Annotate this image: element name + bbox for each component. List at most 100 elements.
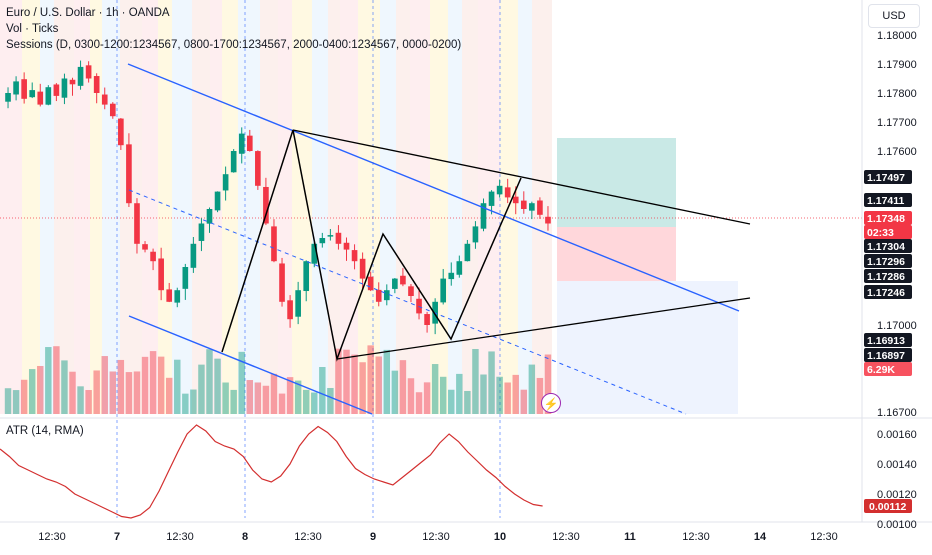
projection-zone bbox=[557, 281, 738, 414]
volume-bar bbox=[149, 351, 157, 414]
zigzag-pattern bbox=[221, 129, 522, 362]
candle-body bbox=[134, 203, 140, 244]
price-tag bbox=[864, 225, 912, 239]
volume-bar bbox=[536, 377, 544, 414]
candle-body bbox=[327, 235, 334, 237]
candle-body bbox=[400, 275, 406, 285]
candle-body bbox=[13, 81, 19, 95]
price-tag bbox=[864, 362, 912, 376]
candle-body bbox=[319, 238, 326, 244]
volume-bar bbox=[77, 386, 84, 414]
volume-legend[interactable]: Vol · Ticks bbox=[6, 23, 59, 35]
lightning-icon[interactable]: ⚡ bbox=[541, 393, 561, 413]
session-band bbox=[142, 0, 158, 414]
price-tag-label: 1.17286 bbox=[867, 271, 905, 283]
volume-bar bbox=[431, 364, 439, 414]
candle-body bbox=[303, 261, 310, 292]
candle-body bbox=[118, 118, 124, 146]
atr-legend[interactable]: ATR (14, RMA) bbox=[6, 425, 84, 437]
session-band bbox=[292, 0, 312, 414]
candle-body bbox=[37, 91, 44, 105]
candle-body bbox=[206, 209, 213, 224]
volume-bar bbox=[351, 354, 358, 414]
candle-body bbox=[222, 174, 229, 191]
price-tick-label: 1.17700 bbox=[877, 117, 917, 129]
time-tick-label: 10 bbox=[494, 531, 506, 543]
volume-bar bbox=[520, 389, 528, 414]
volume-bar bbox=[278, 393, 286, 414]
session-band bbox=[222, 0, 238, 414]
atr-tick-label: 0.00140 bbox=[877, 459, 917, 471]
time-tick-label: 12:30 bbox=[294, 531, 322, 543]
session-bands bbox=[0, 0, 552, 414]
volume-bar bbox=[448, 389, 455, 414]
price-tick-label: 1.16700 bbox=[877, 407, 917, 419]
time-tick-label: 7 bbox=[114, 531, 120, 543]
symbol-title[interactable]: Euro / U.S. Dollar · 1h · OANDA bbox=[6, 7, 170, 19]
atr-tick-label: 0.00100 bbox=[877, 519, 917, 531]
volume-bar bbox=[125, 372, 133, 414]
volume-bar bbox=[488, 351, 495, 414]
candle-body bbox=[504, 187, 511, 198]
sessions-legend[interactable]: Sessions (D, 0300-1200:1234567, 0800-170… bbox=[6, 39, 462, 51]
volume-bars bbox=[4, 345, 552, 414]
price-tag-label: 1.16913 bbox=[867, 335, 905, 347]
session-band bbox=[358, 0, 380, 414]
volume-bar bbox=[319, 367, 326, 414]
price-tick-label: 1.17000 bbox=[877, 320, 917, 332]
triangle-upper bbox=[292, 129, 751, 225]
price-tick-label: 1.18000 bbox=[877, 30, 917, 42]
candle-body bbox=[53, 84, 60, 96]
candle-body bbox=[230, 151, 237, 173]
volume-bar bbox=[262, 385, 270, 414]
candle-body bbox=[69, 79, 76, 85]
session-band bbox=[90, 0, 102, 414]
price-tag bbox=[864, 211, 912, 225]
candle-body bbox=[109, 103, 116, 117]
volume-bar bbox=[399, 360, 407, 414]
session-band bbox=[192, 0, 210, 414]
candle-body bbox=[182, 267, 189, 289]
volume-bar bbox=[45, 347, 52, 414]
session-band bbox=[448, 0, 462, 414]
time-tick-label: 12:30 bbox=[810, 531, 838, 543]
candle-body bbox=[335, 232, 342, 244]
price-tag bbox=[864, 239, 912, 253]
time-tick-label: 14 bbox=[754, 531, 767, 543]
time-tick-label: 9 bbox=[370, 531, 376, 543]
price-tag bbox=[864, 333, 912, 347]
currency-button[interactable]: USD bbox=[868, 4, 920, 28]
atr-value-label: 0.00112 bbox=[869, 501, 907, 513]
time-tick-label: 12:30 bbox=[38, 531, 66, 543]
candle-body bbox=[408, 286, 414, 296]
price-tag-label: 02:33 bbox=[867, 227, 894, 239]
candle-body bbox=[537, 200, 543, 215]
candle-body bbox=[238, 133, 245, 154]
candle-body bbox=[464, 243, 471, 262]
volume-bar bbox=[141, 356, 149, 414]
price-tag-label: 1.17497 bbox=[867, 172, 905, 184]
volume-bar bbox=[254, 382, 262, 414]
volume-bar bbox=[4, 388, 12, 414]
volume-bar bbox=[214, 358, 221, 414]
time-tick-label: 12:30 bbox=[166, 531, 194, 543]
session-band bbox=[158, 0, 172, 414]
price-tag bbox=[864, 348, 912, 362]
candle-body bbox=[214, 191, 221, 211]
candle-body bbox=[448, 272, 455, 280]
price-tick-label: 1.17800 bbox=[877, 88, 917, 100]
axes: 1.18000 1.17900 1.17800 1.17700 1.17600 1.170… bbox=[0, 0, 932, 543]
candle-body bbox=[150, 251, 156, 262]
candle-body bbox=[246, 135, 253, 151]
volume-bar bbox=[198, 364, 205, 414]
volume-bar bbox=[109, 371, 117, 414]
time-tick-label: 12:30 bbox=[552, 531, 580, 543]
candle-body bbox=[343, 242, 350, 250]
volume-bar bbox=[294, 380, 302, 414]
atr-line bbox=[0, 424, 543, 519]
price-tag-label: 1.17348 bbox=[867, 213, 905, 225]
volume-bar bbox=[53, 346, 60, 414]
price-tag bbox=[864, 254, 912, 268]
